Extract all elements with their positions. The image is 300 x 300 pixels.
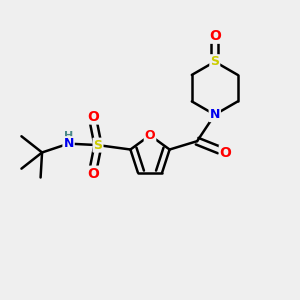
Text: S: S — [94, 139, 103, 152]
Text: O: O — [145, 129, 155, 142]
Text: H: H — [64, 131, 73, 141]
Text: N: N — [210, 108, 220, 121]
Text: O: O — [220, 146, 232, 160]
Text: O: O — [88, 167, 100, 181]
Text: N: N — [63, 137, 74, 150]
Text: S: S — [210, 55, 219, 68]
Text: O: O — [209, 29, 221, 43]
Text: O: O — [88, 110, 100, 124]
